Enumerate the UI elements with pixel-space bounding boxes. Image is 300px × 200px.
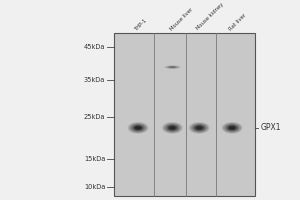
Ellipse shape	[129, 123, 147, 133]
Ellipse shape	[166, 124, 179, 132]
Ellipse shape	[222, 122, 243, 134]
Ellipse shape	[162, 122, 183, 134]
Ellipse shape	[167, 66, 178, 68]
Bar	[114, 33, 254, 196]
Text: 15kDa: 15kDa	[84, 156, 105, 162]
Text: Mouse kidney: Mouse kidney	[196, 2, 225, 31]
Ellipse shape	[227, 125, 237, 130]
Ellipse shape	[190, 123, 208, 133]
Ellipse shape	[135, 126, 141, 130]
Text: Rat liver: Rat liver	[229, 12, 248, 31]
Ellipse shape	[169, 66, 176, 68]
Ellipse shape	[195, 125, 204, 130]
Ellipse shape	[196, 126, 203, 130]
Ellipse shape	[225, 124, 239, 132]
Ellipse shape	[131, 124, 145, 132]
Ellipse shape	[193, 124, 206, 132]
Text: Mouse liver: Mouse liver	[169, 7, 194, 31]
Ellipse shape	[164, 65, 181, 69]
Ellipse shape	[164, 123, 181, 133]
Ellipse shape	[128, 122, 148, 134]
Ellipse shape	[229, 126, 235, 130]
Text: 10kDa: 10kDa	[84, 184, 105, 190]
Ellipse shape	[223, 123, 241, 133]
Ellipse shape	[165, 66, 179, 69]
Ellipse shape	[189, 122, 210, 134]
Ellipse shape	[168, 125, 177, 130]
Text: GPX1: GPX1	[260, 123, 281, 132]
Text: 25kDa: 25kDa	[84, 114, 105, 120]
Text: THP-1: THP-1	[134, 17, 149, 31]
Ellipse shape	[134, 125, 143, 130]
Text: 35kDa: 35kDa	[84, 77, 105, 83]
Ellipse shape	[170, 67, 175, 68]
Text: 45kDa: 45kDa	[84, 44, 105, 50]
Ellipse shape	[169, 126, 176, 130]
